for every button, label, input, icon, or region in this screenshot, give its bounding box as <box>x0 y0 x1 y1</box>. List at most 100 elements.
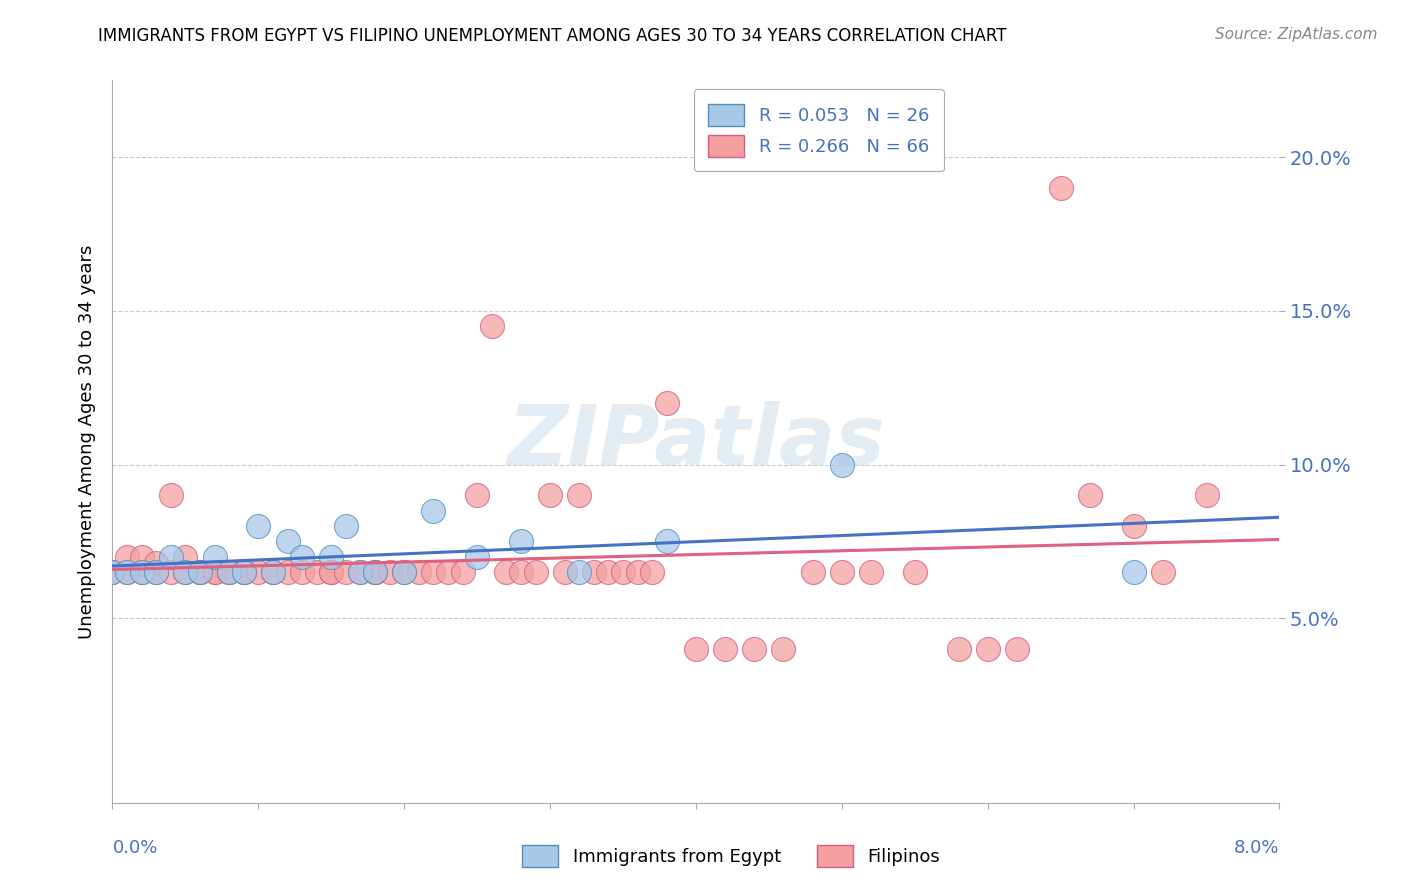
Point <box>321 565 343 579</box>
Point <box>115 565 138 579</box>
Point <box>627 565 650 579</box>
Point <box>115 565 138 579</box>
Point <box>204 565 226 579</box>
Point <box>465 488 488 502</box>
Point <box>538 488 561 502</box>
Point <box>641 565 664 579</box>
Point <box>218 565 240 579</box>
Point <box>742 642 765 657</box>
Point <box>685 642 707 657</box>
Point <box>451 565 474 579</box>
Point <box>262 565 284 579</box>
Point <box>335 519 357 533</box>
Point <box>188 565 211 579</box>
Point <box>582 565 605 579</box>
Point <box>655 534 678 549</box>
Point <box>948 642 970 657</box>
Text: IMMIGRANTS FROM EGYPT VS FILIPINO UNEMPLOYMENT AMONG AGES 30 TO 34 YEARS CORRELA: IMMIGRANTS FROM EGYPT VS FILIPINO UNEMPL… <box>98 27 1007 45</box>
Point <box>160 549 183 564</box>
Point <box>422 504 444 518</box>
Point <box>437 565 460 579</box>
Point <box>1078 488 1101 502</box>
Point <box>976 642 998 657</box>
Point <box>364 565 387 579</box>
Point <box>160 565 183 579</box>
Point <box>218 565 240 579</box>
Point <box>495 565 517 579</box>
Point <box>204 565 226 579</box>
Point <box>568 565 591 579</box>
Point <box>349 565 371 579</box>
Point <box>831 565 853 579</box>
Text: 0.0%: 0.0% <box>112 838 157 857</box>
Point <box>904 565 927 579</box>
Text: ZIPatlas: ZIPatlas <box>508 401 884 482</box>
Legend: R = 0.053   N = 26, R = 0.266   N = 66: R = 0.053 N = 26, R = 0.266 N = 66 <box>693 89 943 171</box>
Point <box>131 565 153 579</box>
Point <box>554 565 576 579</box>
Point <box>174 565 197 579</box>
Point <box>174 549 197 564</box>
Point <box>276 534 298 549</box>
Point <box>321 549 343 564</box>
Point <box>394 565 416 579</box>
Point <box>188 565 211 579</box>
Point <box>247 519 270 533</box>
Point <box>714 642 737 657</box>
Point <box>1152 565 1174 579</box>
Point <box>232 565 254 579</box>
Point <box>598 565 620 579</box>
Point <box>247 565 270 579</box>
Point <box>801 565 824 579</box>
Point <box>772 642 794 657</box>
Point <box>568 488 591 502</box>
Text: 8.0%: 8.0% <box>1234 838 1279 857</box>
Point <box>364 565 387 579</box>
Legend: Immigrants from Egypt, Filipinos: Immigrants from Egypt, Filipinos <box>515 838 948 874</box>
Point <box>218 565 240 579</box>
Point <box>378 565 401 579</box>
Point <box>422 565 444 579</box>
Point <box>262 565 284 579</box>
Point <box>1195 488 1218 502</box>
Y-axis label: Unemployment Among Ages 30 to 34 years: Unemployment Among Ages 30 to 34 years <box>77 244 96 639</box>
Point <box>131 565 153 579</box>
Point <box>115 549 138 564</box>
Point <box>1005 642 1028 657</box>
Point <box>1122 519 1144 533</box>
Point <box>131 549 153 564</box>
Point <box>276 565 298 579</box>
Point <box>481 319 503 334</box>
Point <box>509 534 531 549</box>
Point <box>859 565 883 579</box>
Point <box>394 565 416 579</box>
Point <box>145 565 167 579</box>
Point <box>188 565 211 579</box>
Point <box>1049 181 1071 195</box>
Point <box>408 565 430 579</box>
Point <box>465 549 488 564</box>
Point <box>291 549 314 564</box>
Point <box>364 565 387 579</box>
Point <box>305 565 328 579</box>
Point <box>101 565 124 579</box>
Point <box>145 556 167 570</box>
Point <box>524 565 547 579</box>
Point <box>232 565 254 579</box>
Point <box>831 458 853 472</box>
Point <box>160 488 183 502</box>
Point <box>174 565 197 579</box>
Point <box>612 565 634 579</box>
Point <box>335 565 357 579</box>
Point <box>291 565 314 579</box>
Point <box>204 549 226 564</box>
Point <box>1122 565 1144 579</box>
Point <box>101 565 124 579</box>
Text: Source: ZipAtlas.com: Source: ZipAtlas.com <box>1215 27 1378 42</box>
Point <box>232 565 254 579</box>
Point <box>655 396 678 410</box>
Point <box>349 565 371 579</box>
Point <box>321 565 343 579</box>
Point <box>509 565 531 579</box>
Point <box>145 565 167 579</box>
